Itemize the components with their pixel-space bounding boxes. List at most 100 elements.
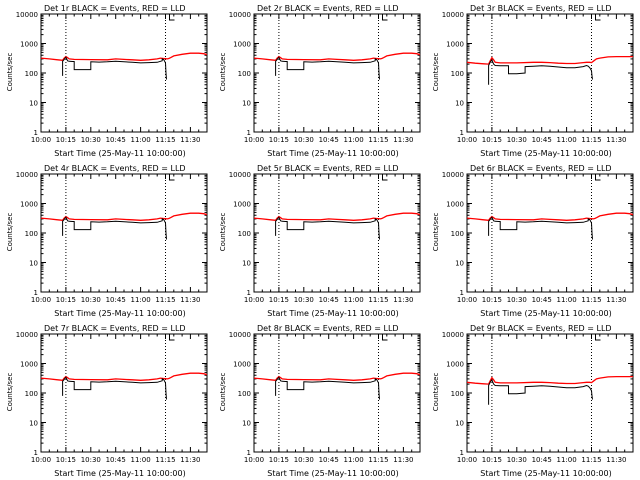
y-tick-label: 10000 [16,331,38,339]
x-tick-label: 10:30 [81,456,101,464]
series-events-line [275,376,380,400]
x-tick-label: 10:15 [56,296,76,304]
chart-title: Det 9r BLACK = Events, RED = LLD [470,324,612,333]
y-tick-label: 1000 [446,201,464,209]
y-tick-label: 10 [242,260,251,268]
series-events-line [488,216,593,240]
x-tick-label: 11:15 [368,296,388,304]
x-tick-label: 10:30 [294,456,314,464]
x-tick-label: 10:45 [532,136,552,144]
panel-det-4r: Det 4r BLACK = Events, RED = LLD Start T… [6,164,208,318]
plot-frame [466,333,634,453]
chart-title: Det 3r BLACK = Events, RED = LLD [470,4,612,13]
x-tick-label: 10:45 [106,296,126,304]
y-tick-label: 100 [238,230,251,238]
x-axis-label: Start Time (25-May-11 10:00:00) [480,309,611,318]
x-tick-label: 11:15 [155,296,175,304]
plot-frame [40,13,208,133]
x-tick-label: 11:00 [131,136,151,144]
x-tick-label: 10:00 [31,296,51,304]
interval-bracket [382,174,388,181]
y-axis-label: Counts/sec [432,53,440,92]
y-tick-label: 1 [34,129,38,137]
x-tick-label: 11:00 [557,456,577,464]
x-tick-label: 10:00 [31,456,51,464]
y-tick-label: 1000 [20,41,38,49]
x-tick-label: 10:45 [106,456,126,464]
interval-bracket [595,174,601,181]
interval-bracket [169,14,175,21]
x-tick-label: 11:00 [344,136,364,144]
series-lld-line [466,375,633,385]
y-tick-label: 1000 [233,361,251,369]
y-tick-label: 10000 [16,171,38,179]
plot-frame [40,173,208,293]
x-tick-label: 10:30 [81,296,101,304]
y-axis-label: Counts/sec [219,53,227,92]
y-tick-label: 10 [242,100,251,108]
x-tick-label: 10:00 [31,136,51,144]
y-tick-label: 1 [247,449,251,457]
panel-det-7r: Det 7r BLACK = Events, RED = LLD Start T… [6,324,208,478]
y-tick-label: 10000 [229,331,251,339]
chart-title: Det 8r BLACK = Events, RED = LLD [257,324,399,333]
y-axis-label: Counts/sec [6,213,14,252]
x-tick-label: 11:15 [155,136,175,144]
series-events-line [62,56,167,80]
panel-det-9r: Det 9r BLACK = Events, RED = LLD Start T… [432,324,634,478]
series-events-line [488,378,593,405]
y-tick-label: 10 [455,260,464,268]
series-lld-line [40,372,208,381]
chart-title: Det 7r BLACK = Events, RED = LLD [44,324,186,333]
plot-frame [466,13,634,133]
plot-frame [466,173,634,293]
x-axis-label: Start Time (25-May-11 10:00:00) [54,469,185,478]
x-axis-label: Start Time (25-May-11 10:00:00) [267,309,398,318]
y-tick-label: 1 [247,129,251,137]
x-tick-label: 10:15 [269,296,289,304]
panel-det-2r: Det 2r BLACK = Events, RED = LLD Start T… [219,4,421,158]
x-tick-label: 10:30 [81,136,101,144]
y-tick-label: 1 [460,129,464,137]
x-tick-label: 11:30 [393,136,413,144]
x-tick-label: 11:30 [606,136,626,144]
y-tick-label: 100 [451,390,464,398]
y-axis-label: Counts/sec [432,373,440,412]
interval-bracket [595,14,601,21]
x-tick-label: 11:00 [344,296,364,304]
x-tick-label: 10:15 [482,136,502,144]
x-tick-label: 11:30 [393,296,413,304]
panel-det-3r: Det 3r BLACK = Events, RED = LLD Start T… [432,4,634,158]
interval-bracket [169,334,175,341]
panel-det-5r: Det 5r BLACK = Events, RED = LLD Start T… [219,164,421,318]
series-events-line [275,56,380,80]
y-tick-label: 10 [29,100,38,108]
y-tick-label: 10 [29,260,38,268]
x-tick-label: 11:30 [606,456,626,464]
x-tick-label: 11:00 [344,456,364,464]
plot-frame [253,13,421,133]
series-lld-line [40,52,208,61]
x-tick-label: 10:00 [244,456,264,464]
x-tick-label: 10:15 [269,136,289,144]
y-tick-label: 1000 [233,41,251,49]
x-tick-label: 10:00 [457,136,477,144]
y-tick-label: 1000 [446,361,464,369]
y-tick-label: 1 [34,289,38,297]
x-tick-label: 11:30 [393,456,413,464]
x-tick-label: 11:30 [180,456,200,464]
series-lld-line [253,212,421,221]
chart-title: Det 1r BLACK = Events, RED = LLD [44,4,186,13]
series-events-line [488,58,593,85]
y-tick-label: 1000 [20,361,38,369]
plot-frame [40,333,208,453]
interval-bracket [169,174,175,181]
x-tick-label: 11:00 [131,456,151,464]
x-tick-label: 10:00 [244,296,264,304]
x-axis-label: Start Time (25-May-11 10:00:00) [480,469,611,478]
x-tick-label: 10:00 [457,456,477,464]
y-tick-label: 10000 [442,11,464,19]
y-tick-label: 100 [25,230,38,238]
y-tick-label: 10000 [16,11,38,19]
x-tick-label: 10:30 [294,296,314,304]
